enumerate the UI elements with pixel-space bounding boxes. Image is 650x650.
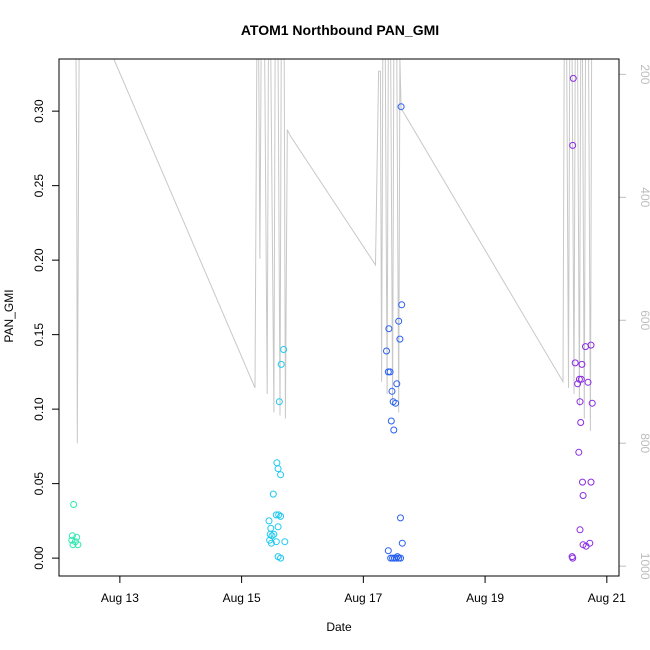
data-point [386,368,394,376]
x-tick-label: Aug 19 [466,591,504,605]
y-tick-label: 0.30 [32,99,46,123]
data-point [274,465,282,473]
y-axis: 0.00 0.05 0.10 0.15 0.20 0.25 0.30 [32,99,60,570]
data-point [398,301,406,309]
data-point [273,459,281,467]
x-tick-label: Aug 15 [223,591,261,605]
depth-line-layer [75,58,593,444]
data-point [277,471,285,479]
data-point [569,141,577,149]
data-point [396,335,404,343]
plot-frame [58,58,620,577]
data-point [398,539,406,547]
data-point [569,74,577,82]
data-point [574,380,582,388]
y-axis-label: PAN_GMI [2,289,16,342]
data-point [569,554,577,562]
depth-line [75,58,593,444]
data-point [392,399,400,407]
y-tick-label: 0.20 [32,248,46,272]
chart-title: ATOM1 Northbound PAN_GMI [241,22,439,38]
data-point [397,514,404,522]
x-axis-label: Date [326,620,352,634]
data-point [575,448,583,456]
data-point [576,398,584,406]
data-point [586,539,594,547]
data-point [383,347,390,355]
data-point [269,490,277,498]
data-point [388,387,396,395]
data-point [577,419,585,426]
data-point [272,511,280,519]
data-point [265,517,273,525]
x-tick-label: Aug 17 [344,591,382,605]
data-point [68,532,76,540]
data-point [577,375,585,383]
y2-tick-label: 1000 [638,553,650,580]
data-point [73,533,81,541]
data-point [587,478,595,486]
y2-axis-depth: 200 400 600 800 1000 [618,64,650,580]
data-point [280,346,288,353]
data-point [571,359,579,367]
data-point [397,554,404,562]
data-point [397,103,405,111]
y-tick-label: 0.15 [32,323,46,347]
y-tick-label: 0.25 [32,174,46,198]
data-point [584,378,592,386]
data-point [579,478,586,486]
y2-tick-label: 600 [638,310,650,330]
data-point [272,538,280,546]
data-point [275,398,283,406]
data-point [387,417,395,425]
x-axis: Aug 13 Aug 15 Aug 17 Aug 19 Aug 21 [101,575,626,605]
y-tick-label: 0.00 [32,546,46,570]
data-point [277,554,285,562]
data-point [392,554,400,562]
data-point [588,399,596,407]
data-point [390,426,398,434]
y-tick-label: 0.05 [32,472,46,496]
y2-tick-label: 200 [638,64,650,84]
y2-tick-label: 400 [638,187,650,207]
data-point [575,375,583,383]
x-tick-label: Aug 21 [588,591,626,605]
data-point [267,524,275,532]
data-point [275,511,283,519]
data-point [274,523,282,531]
data-point [587,341,595,349]
data-point [270,530,278,538]
data-point [385,325,393,333]
data-point [74,541,82,549]
data-point [281,538,289,546]
data-point [267,539,275,547]
data-point [578,360,586,368]
data-point [395,317,403,325]
x-tick-label: Aug 13 [101,591,139,605]
data-point [70,501,78,508]
data-point [579,492,587,499]
data-point [576,526,584,534]
data-point [277,512,285,520]
y-tick-label: 0.10 [32,397,46,421]
points-layer [68,74,596,562]
data-point [277,360,285,368]
data-point [393,380,401,388]
y2-tick-label: 800 [638,433,650,453]
data-point [384,547,392,555]
